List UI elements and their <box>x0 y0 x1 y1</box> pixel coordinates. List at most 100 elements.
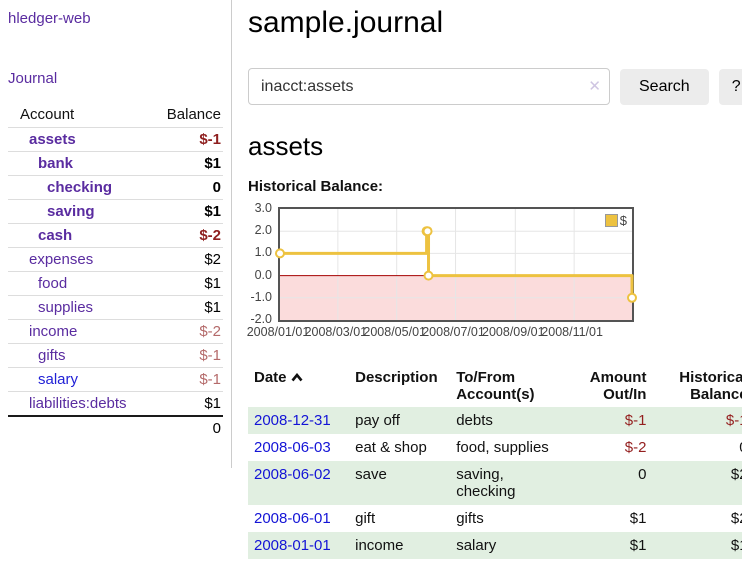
transaction-accounts: saving, checking <box>456 466 516 500</box>
transaction-description: pay off <box>355 412 400 429</box>
register-col-amount: Amount Out/In <box>589 369 647 403</box>
account-link-bank[interactable]: bank <box>38 155 74 172</box>
search-button[interactable]: Search <box>620 68 709 105</box>
register-row: 2008-12-31 pay off debts $-1 $-1 <box>248 407 742 434</box>
y-tick-label: 2.0 <box>254 223 272 238</box>
account-row-cash: cash $-2 <box>8 223 223 248</box>
account-row-bank: bank $1 <box>8 151 223 176</box>
account-balance: $2 <box>204 251 221 268</box>
account-link-food[interactable]: food <box>38 275 68 292</box>
transaction-date-link[interactable]: 2008-06-03 <box>254 439 331 456</box>
transaction-balance: $2 <box>730 510 742 527</box>
x-tick-label: 2008/01/01 <box>246 325 310 339</box>
account-link-liabilities-debts[interactable]: liabilities:debts <box>29 395 127 412</box>
register-col-date-label: Date <box>254 369 287 386</box>
transaction-date-link[interactable]: 2008-06-02 <box>254 466 331 483</box>
account-row-income: income $-2 <box>8 319 223 344</box>
account-balance: $-2 <box>199 323 221 340</box>
y-tick-label: 0.0 <box>254 267 272 282</box>
transaction-balance: $2 <box>730 466 742 483</box>
transaction-accounts: salary <box>456 537 497 554</box>
account-balance: $1 <box>204 299 221 316</box>
account-link-income[interactable]: income <box>29 323 78 340</box>
transaction-amount: 0 <box>638 466 647 483</box>
accounts-table: Account Balance assets $-1 bank $1 check… <box>8 103 223 440</box>
account-balance: $-1 <box>199 131 221 148</box>
transaction-amount: $-1 <box>624 412 647 429</box>
balance-chart-plot: 3.0 2.0 1.0 0.0 -1.0 -2.0 $ <box>250 201 637 326</box>
balance-chart: 3.0 2.0 1.0 0.0 -1.0 -2.0 $ 2008/01/01 2008/03… <box>247 201 638 343</box>
transaction-description: gift <box>355 510 376 527</box>
register-col-date[interactable]: Date <box>248 365 349 407</box>
transaction-balance: 0 <box>652 434 742 461</box>
accounts-total-row: 0 <box>8 416 223 440</box>
legend-swatch-dollar <box>604 214 618 227</box>
account-balance: $-2 <box>199 227 221 244</box>
account-row-liabilities-debts: liabilities:debts $1 <box>8 391 223 417</box>
data-point-marker <box>627 292 637 303</box>
account-link-saving[interactable]: saving <box>47 203 95 220</box>
search-help-button[interactable]: ? <box>718 68 742 105</box>
account-row-checking: checking 0 <box>8 175 223 200</box>
register-col-description: Description <box>355 369 438 386</box>
x-tick-label: 2008/09/01 <box>482 325 545 339</box>
x-tick-label: 2008/07/01 <box>422 325 485 339</box>
account-link-cash[interactable]: cash <box>38 227 73 244</box>
transaction-amount: $1 <box>629 510 647 527</box>
transaction-date-link[interactable]: 2008-01-01 <box>254 537 331 554</box>
register-row: 2008-06-02 save saving, checking 0 $2 <box>248 461 742 505</box>
account-balance: $1 <box>204 155 221 172</box>
page-title: sample.journal <box>248 6 444 39</box>
data-point-marker <box>423 270 434 281</box>
accounts-total-value: 0 <box>212 420 221 437</box>
chart-canvas <box>275 209 637 320</box>
accounts-col-account: Account <box>20 106 75 123</box>
x-tick-label: 2008/11/01 <box>541 325 603 339</box>
register-row: 2008-01-01 income salary $1 $1 <box>248 532 742 559</box>
transaction-accounts: gifts <box>456 510 484 527</box>
data-point-marker <box>422 226 433 237</box>
chart-x-axis: 2008/01/01 2008/03/01 2008/05/01 2008/07/01… <box>247 325 634 343</box>
account-row-expenses: expenses $2 <box>8 247 223 272</box>
account-row-food: food $1 <box>8 271 223 296</box>
chart-legend: $ <box>602 212 629 229</box>
account-heading: assets <box>248 131 324 161</box>
transaction-description: income <box>355 537 404 554</box>
app: hledger-web Journal Account Balance asse… <box>0 0 742 559</box>
chart-title: Historical Balance: <box>248 178 384 195</box>
y-tick-label: -2.0 <box>250 312 272 326</box>
transaction-balance: $1 <box>730 537 742 554</box>
brand-link[interactable]: hledger-web <box>8 10 91 27</box>
clear-search-icon[interactable]: ✕ <box>588 78 601 95</box>
search-input[interactable] <box>248 68 610 105</box>
register-header-row: Date Description To/From Account(s) Amou… <box>248 365 742 407</box>
transaction-amount: $-2 <box>624 439 647 456</box>
y-tick-label: 1.0 <box>254 245 272 260</box>
account-link-salary[interactable]: salary <box>38 371 79 388</box>
account-link-assets[interactable]: assets <box>29 131 76 148</box>
account-balance: 0 <box>212 179 221 196</box>
register-col-accounts: To/From Account(s) <box>456 369 535 403</box>
account-balance: $-1 <box>199 347 221 364</box>
search-box: ✕ <box>248 68 610 105</box>
transaction-balance: $-1 <box>725 412 742 429</box>
chart-y-axis: 3.0 2.0 1.0 0.0 -1.0 -2.0 <box>240 201 276 326</box>
account-row-gifts: gifts $-1 <box>8 343 223 368</box>
register-row: 2008-06-03 eat & shop food, supplies $-2… <box>248 434 742 461</box>
data-point-marker <box>275 248 285 259</box>
legend-label: $ <box>619 213 627 228</box>
account-balance: $1 <box>204 395 221 412</box>
sidebar: hledger-web Journal Account Balance asse… <box>0 0 232 468</box>
x-tick-label: 2008/03/01 <box>304 325 368 339</box>
transaction-date-link[interactable]: 2008-06-01 <box>254 510 331 527</box>
transaction-date-link[interactable]: 2008-12-31 <box>254 412 331 429</box>
account-link-checking[interactable]: checking <box>47 179 113 196</box>
search-form: ✕ Search ? <box>248 68 742 105</box>
account-link-supplies[interactable]: supplies <box>38 299 94 316</box>
account-row-supplies: supplies $1 <box>8 295 223 320</box>
sidebar-item-journal[interactable]: Journal <box>8 70 58 87</box>
transaction-accounts: debts <box>456 412 493 429</box>
account-link-gifts[interactable]: gifts <box>38 347 66 364</box>
account-link-expenses[interactable]: expenses <box>29 251 94 268</box>
transaction-description: eat & shop <box>355 439 427 456</box>
